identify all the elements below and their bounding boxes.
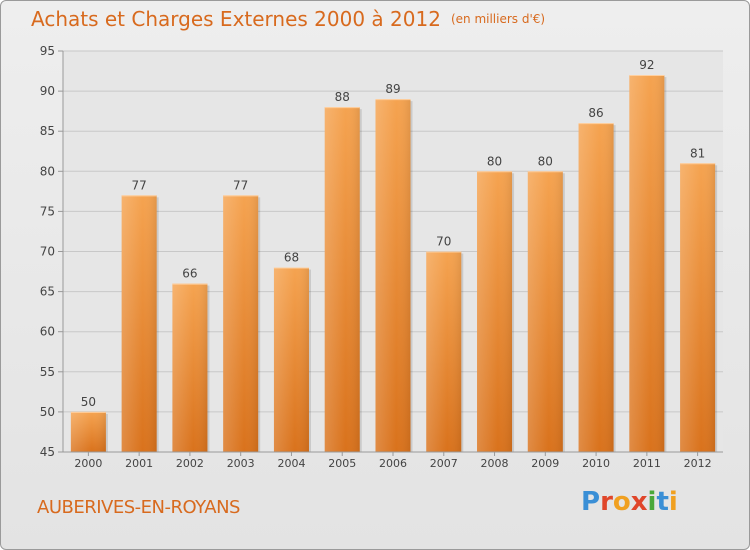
logo-letter: x: [630, 487, 648, 517]
bar-group: [172, 283, 210, 452]
bar-highlight: [121, 195, 157, 453]
bar-value-label: 81: [690, 146, 705, 160]
logo-letter: r: [600, 487, 613, 517]
bar-highlight: [223, 195, 259, 453]
bar-value-label: 89: [385, 82, 400, 96]
bar-value-label: 92: [639, 58, 654, 72]
x-tick-label: 2006: [379, 457, 407, 470]
y-tick-label: 70: [40, 245, 55, 259]
bar-highlight: [273, 267, 309, 452]
bar-group: [273, 267, 311, 452]
y-tick-label: 65: [40, 285, 55, 299]
bar-highlight: [324, 107, 360, 452]
x-tick-label: 2007: [430, 457, 458, 470]
bar-value-label: 88: [335, 90, 350, 104]
logo-letter: i: [647, 487, 657, 517]
bar-value-label: 68: [284, 251, 299, 265]
bar-group: [121, 195, 159, 453]
x-tick-label: 2003: [227, 457, 255, 470]
bar-group: [324, 107, 362, 452]
x-tick-label: 2000: [74, 457, 102, 470]
bar-value-label: 77: [233, 178, 248, 192]
logo-letter: P: [581, 487, 601, 517]
bar-highlight: [70, 411, 106, 452]
bar-highlight: [527, 171, 563, 453]
bar-group: [578, 123, 616, 453]
bar-group: [426, 251, 464, 452]
x-tick-label: 2010: [582, 457, 610, 470]
bar-highlight: [375, 99, 411, 453]
bar-highlight: [172, 283, 208, 452]
x-tick-label: 2011: [633, 457, 661, 470]
y-tick-label: 55: [40, 365, 55, 379]
bar-value-label: 50: [81, 395, 96, 409]
bar-highlight: [680, 163, 716, 452]
logo-letter: t: [656, 487, 669, 517]
x-tick-label: 2001: [125, 457, 153, 470]
bar-value-label: 80: [538, 154, 553, 168]
y-tick-label: 50: [40, 405, 55, 419]
bar-value-label: 66: [182, 267, 197, 281]
x-tick-label: 2005: [328, 457, 356, 470]
bar-value-label: 80: [487, 154, 502, 168]
y-tick-label: 45: [40, 445, 55, 459]
proxiti-logo: Proxiti: [581, 487, 678, 517]
bar-group: [629, 75, 667, 452]
bar-group: [680, 163, 718, 452]
bar-group: [223, 195, 261, 453]
x-tick-label: 2008: [481, 457, 509, 470]
chart-title: Achats et Charges Externes 2000 à 2012 (e…: [31, 7, 545, 31]
bar-value-label: 70: [436, 235, 451, 249]
y-tick-label: 60: [40, 325, 55, 339]
y-tick-label: 95: [40, 44, 55, 58]
bar-group: [477, 171, 515, 453]
bar-group: [527, 171, 565, 453]
bar-value-label: 77: [132, 178, 147, 192]
chart-title-text: Achats et Charges Externes 2000 à 2012: [31, 7, 441, 31]
x-tick-label: 2002: [176, 457, 204, 470]
x-tick-label: 2009: [531, 457, 559, 470]
bar-highlight: [578, 123, 614, 453]
bar-group: [70, 411, 108, 452]
chart-unit: (en milliers d'€): [450, 12, 546, 26]
bar-value-label: 86: [588, 106, 603, 120]
y-tick-label: 90: [40, 84, 55, 98]
bar-highlight: [426, 251, 462, 452]
location-name: AUBERIVES-EN-ROYANS: [37, 497, 240, 518]
y-tick-label: 80: [40, 164, 55, 178]
bar-highlight: [629, 75, 665, 452]
x-tick-label: 2012: [684, 457, 712, 470]
y-tick-label: 85: [40, 124, 55, 138]
x-tick-label: 2004: [277, 457, 305, 470]
bar-group: [375, 99, 413, 453]
logo-letter: i: [668, 487, 678, 517]
y-tick-label: 75: [40, 204, 55, 218]
logo-letter: o: [612, 487, 631, 517]
bar-highlight: [477, 171, 513, 453]
